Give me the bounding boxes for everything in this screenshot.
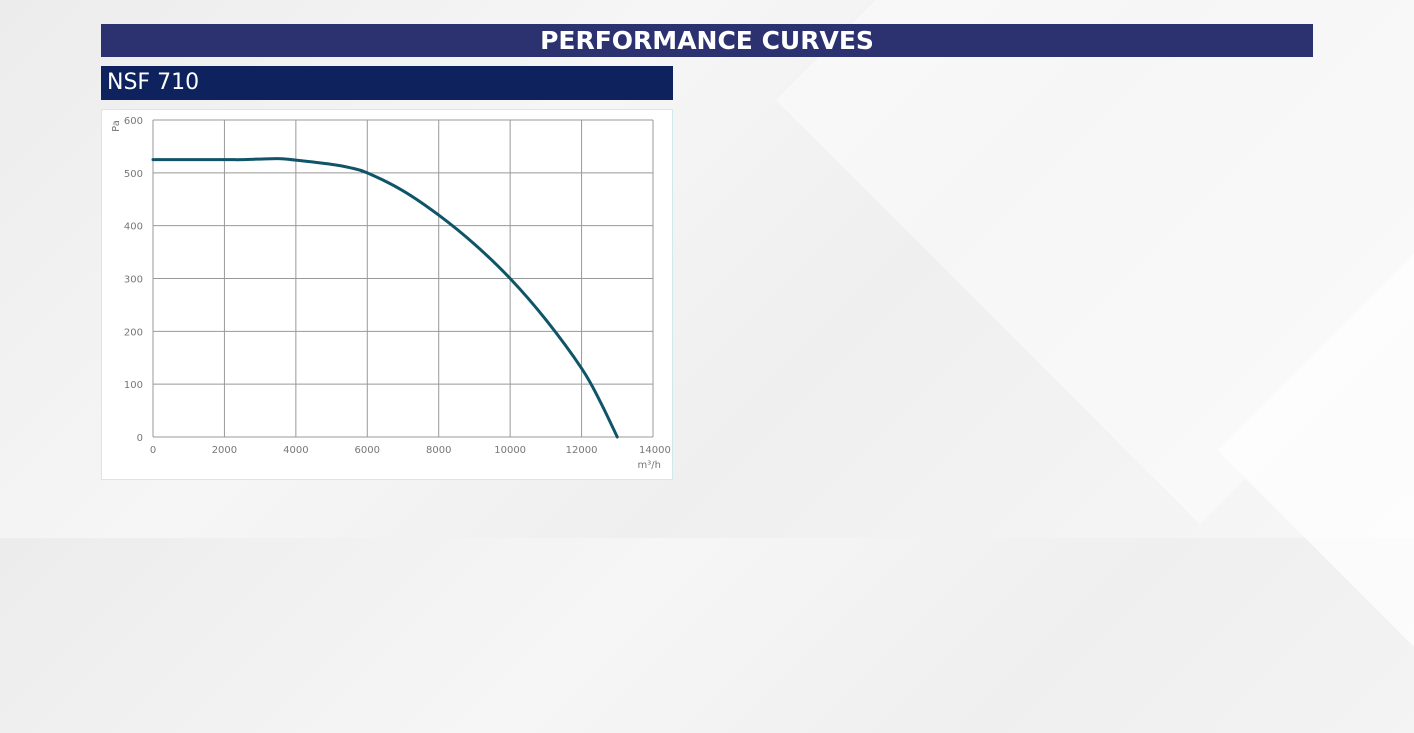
y-tick-label: 400 [124, 222, 143, 233]
x-tick-label: 2000 [212, 445, 237, 456]
y-tick-label: 500 [124, 169, 143, 180]
y-tick-label: 100 [124, 380, 143, 391]
x-tick-label: 8000 [426, 445, 451, 456]
y-tick-label: 0 [137, 433, 143, 444]
x-tick-label: 10000 [494, 445, 526, 456]
x-tick-label: 6000 [355, 445, 380, 456]
x-tick-label: 12000 [566, 445, 598, 456]
performance-chart: 0 2000 4000 6000 8000 10000 12000 14000 0 100 200 3… [101, 109, 673, 480]
y-tick-label: 300 [124, 275, 143, 286]
page-title: PERFORMANCE CURVES [101, 24, 1313, 57]
y-tick-label: 200 [124, 327, 143, 338]
x-tick-label: 14000 [639, 445, 671, 456]
y-tick-label: 600 [124, 116, 143, 127]
series-line [151, 157, 619, 439]
x-tick-label: 4000 [283, 445, 308, 456]
model-title: NSF 710 [101, 66, 673, 100]
y-axis-label: Pa [111, 120, 122, 132]
x-axis-label: m³/h [638, 460, 661, 471]
chart-svg: 0 2000 4000 6000 8000 10000 12000 14000 0 100 200 3… [111, 116, 671, 471]
x-tick-label: 0 [150, 445, 156, 456]
